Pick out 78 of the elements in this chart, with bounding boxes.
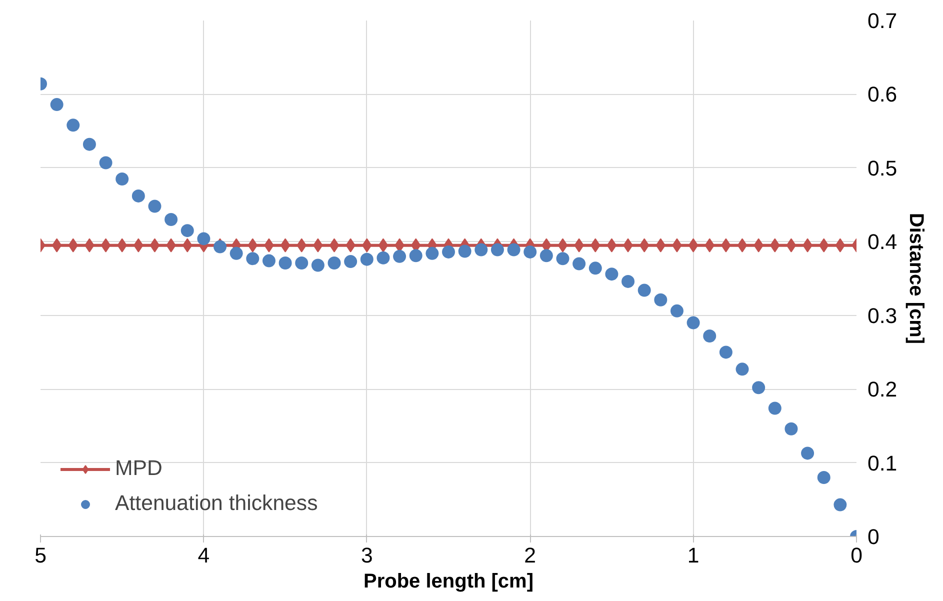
- point: [329, 238, 340, 252]
- x-tick-label: 2: [524, 544, 536, 568]
- point: [768, 402, 782, 415]
- point: [132, 189, 145, 202]
- point: [116, 172, 129, 186]
- point: [654, 293, 668, 306]
- y-tick-label: 0: [868, 525, 880, 549]
- point: [801, 446, 814, 460]
- x-axis-title: Probe length [cm]: [363, 570, 534, 592]
- y-tick-label: 0.6: [868, 82, 898, 107]
- point: [164, 213, 178, 226]
- point: [638, 284, 651, 297]
- x-tick-label: 1: [687, 544, 700, 568]
- point: [66, 118, 80, 132]
- point: [817, 471, 830, 484]
- point: [540, 249, 553, 262]
- point: [572, 257, 586, 270]
- point: [606, 238, 617, 252]
- point: [376, 251, 390, 264]
- point: [834, 498, 847, 512]
- point: [736, 362, 749, 376]
- point: [246, 252, 260, 266]
- point: [409, 249, 422, 262]
- point: [295, 256, 308, 270]
- point: [360, 252, 374, 266]
- point: [99, 156, 112, 170]
- point: [670, 304, 684, 318]
- legend-label: MPD: [115, 456, 162, 481]
- point: [100, 238, 111, 252]
- point: [688, 238, 698, 252]
- point: [835, 238, 846, 252]
- point: [786, 238, 796, 252]
- point: [378, 238, 388, 252]
- point: [393, 250, 406, 263]
- point: [148, 200, 162, 213]
- point: [344, 255, 358, 268]
- point: [180, 224, 194, 238]
- point: [622, 274, 635, 288]
- point: [737, 238, 748, 252]
- point: [588, 262, 602, 275]
- point: [262, 254, 276, 268]
- y-tick-label: 0.7: [868, 9, 898, 33]
- y-tick-label: 0.5: [868, 156, 898, 180]
- y-tick-label: 0.2: [868, 378, 898, 402]
- y-tick-label: 0.3: [868, 304, 898, 328]
- point: [458, 244, 472, 258]
- x-tick-label: 3: [360, 544, 373, 568]
- point: [197, 232, 210, 246]
- point: [311, 258, 324, 272]
- x-tick-label: 5: [34, 544, 46, 568]
- point: [507, 243, 520, 256]
- point: [474, 243, 488, 256]
- point: [686, 316, 700, 330]
- point: [784, 422, 798, 436]
- y-axis-title: Distance [cm]: [905, 212, 928, 344]
- x-tick-label: 0: [850, 544, 863, 568]
- y-tick-label: 0.4: [868, 230, 898, 254]
- point: [752, 381, 766, 394]
- point: [278, 256, 292, 270]
- legend-label: Attenuation thickness: [115, 491, 318, 516]
- point: [426, 246, 439, 260]
- point: [558, 238, 568, 252]
- point: [150, 238, 160, 252]
- point: [490, 243, 504, 256]
- point: [703, 330, 716, 342]
- point: [328, 256, 341, 270]
- point: [605, 268, 618, 281]
- point: [82, 138, 96, 151]
- point: [280, 238, 290, 252]
- point: [524, 245, 537, 258]
- point: [52, 238, 62, 252]
- point: [230, 246, 243, 260]
- x-tick-label: 4: [198, 544, 210, 568]
- point: [719, 346, 732, 359]
- point: [442, 245, 455, 258]
- y-tick-label: 0.1: [868, 451, 898, 476]
- point: [556, 252, 570, 266]
- point: [50, 98, 64, 112]
